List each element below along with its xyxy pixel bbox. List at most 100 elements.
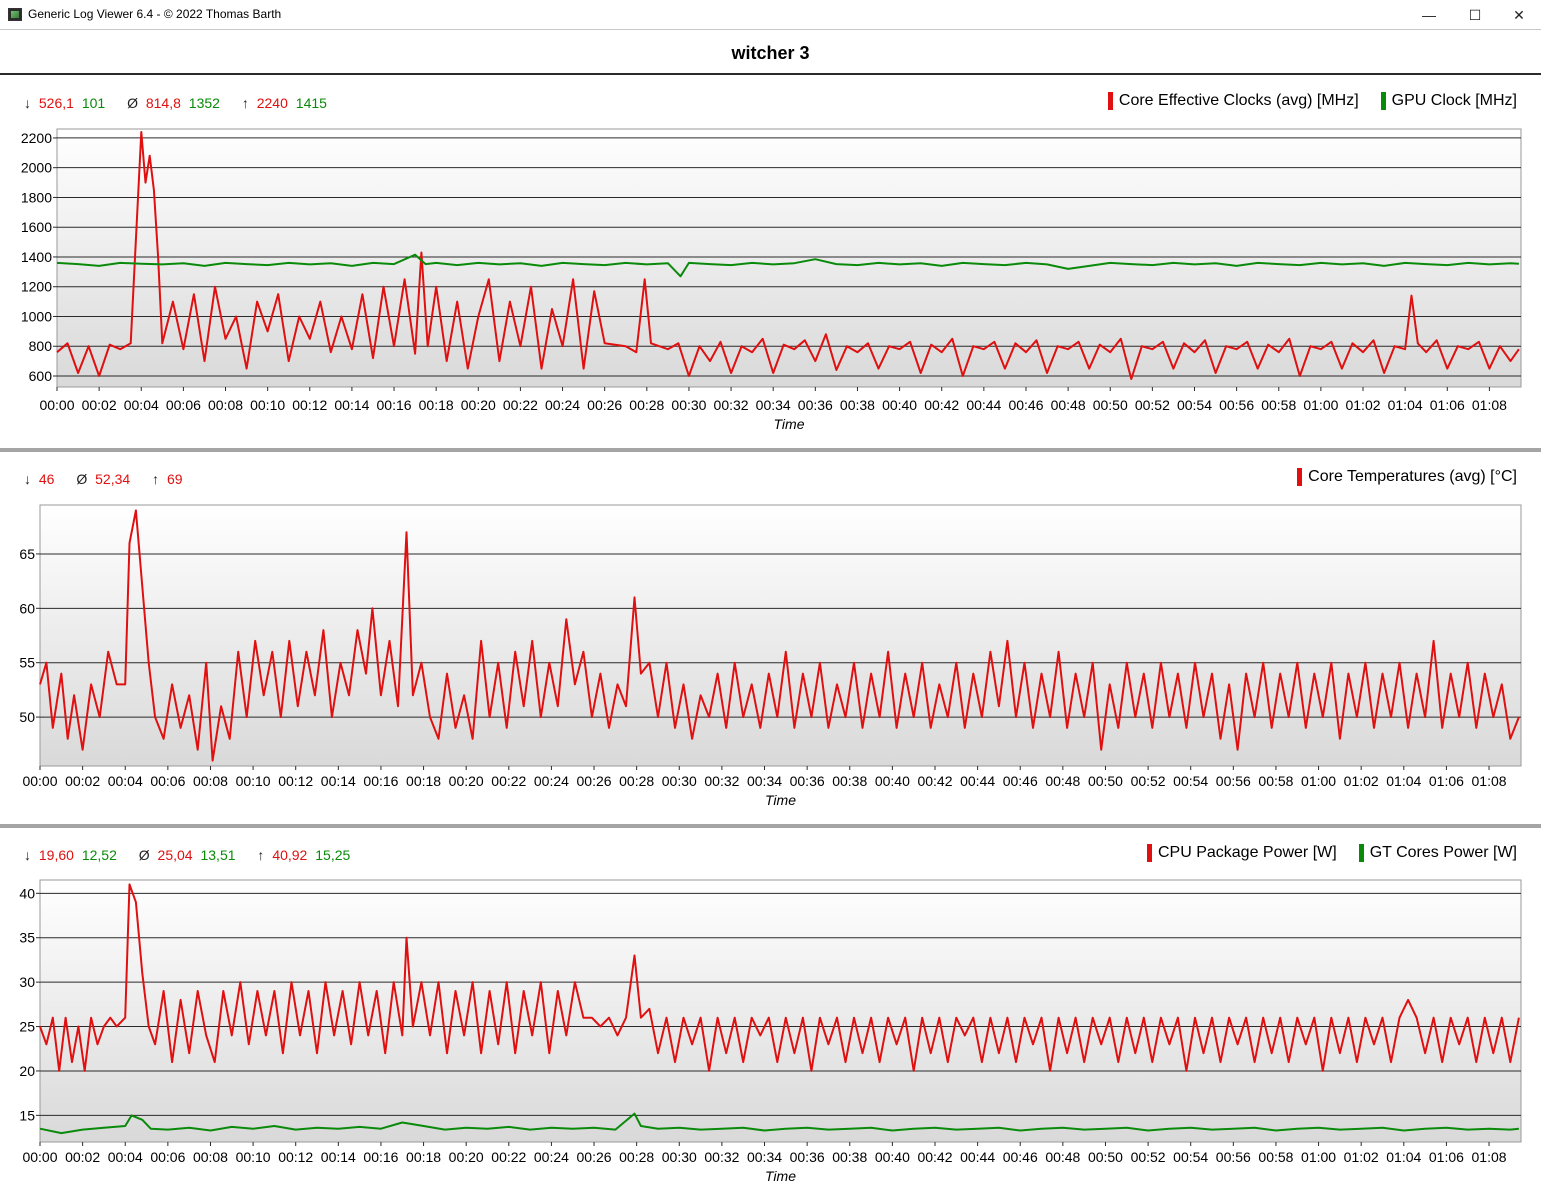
x-tick-label: 00:20 xyxy=(449,773,484,789)
close-button[interactable]: ✕ xyxy=(1513,7,1525,23)
legend-item-gpu-clock[interactable]: GPU Clock [MHz] xyxy=(1380,92,1517,110)
app-icon xyxy=(8,8,22,21)
x-tick-label: 01:02 xyxy=(1344,1149,1379,1165)
x-tick-label: 00:54 xyxy=(1173,773,1208,789)
legend-item-gt-cores-power[interactable]: GT Cores Power [W] xyxy=(1358,844,1517,862)
x-tick-label: 00:52 xyxy=(1131,773,1166,789)
x-tick-label: 01:06 xyxy=(1429,773,1464,789)
x-tick-label: 00:16 xyxy=(377,397,412,413)
x-tick-label: 00:48 xyxy=(1045,1149,1080,1165)
x-tick-label: 01:04 xyxy=(1386,1149,1421,1165)
x-tick-label: 00:18 xyxy=(419,397,454,413)
x-tick-label: 01:08 xyxy=(1472,397,1507,413)
legend-swatch xyxy=(1107,92,1113,110)
maximize-button[interactable]: ☐ xyxy=(1468,7,1482,23)
x-tick-label: 00:54 xyxy=(1177,397,1212,413)
y-tick-label: 1800 xyxy=(21,189,52,205)
x-tick-label: 00:56 xyxy=(1216,1149,1251,1165)
series-line-1 xyxy=(56,253,1519,278)
series-line-0 xyxy=(39,509,1520,762)
x-tick-label: 00:06 xyxy=(150,773,185,789)
x-tick-label: 00:06 xyxy=(150,1149,185,1165)
y-tick-label: 65 xyxy=(19,546,35,562)
stat-max-green: 15,25 xyxy=(315,847,351,863)
line-chart-clocks[interactable]: 600 800 1000 1200 1400 1600 1800 2000 2200 00:00 0… xyxy=(0,77,1541,448)
stat-min-green: 101 xyxy=(81,95,106,111)
x-tick-label: 00:44 xyxy=(960,1149,995,1165)
x-tick-label: 00:48 xyxy=(1045,773,1080,789)
legend-item-core-temperatures[interactable]: Core Temperatures (avg) [°C] xyxy=(1297,468,1517,486)
y-tick-label: 1200 xyxy=(21,279,52,295)
legend: Core Effective Clocks (avg) [MHz] GPU Cl… xyxy=(1107,92,1517,110)
x-tick-label: 00:52 xyxy=(1131,1149,1166,1165)
stat-min-red: 19,60 xyxy=(38,847,74,863)
x-tick-label: 00:08 xyxy=(193,1149,228,1165)
line-chart-power[interactable]: 15 20 25 30 35 40 00:00 00:02 00:04 00:06 00:08 00:… xyxy=(0,828,1541,1200)
line-chart-temperature[interactable]: 50 55 60 65 00:00 00:02 00:04 00:06 00:08 00:10 00… xyxy=(0,452,1541,824)
min-symbol: ↓ xyxy=(24,95,31,111)
x-tick-label: 00:22 xyxy=(491,773,526,789)
stat-max-red: 2240 xyxy=(256,95,288,111)
legend-swatch xyxy=(1380,92,1386,110)
x-tick-label: 00:18 xyxy=(406,773,441,789)
y-tick-label: 50 xyxy=(19,709,35,725)
x-tick-label: 00:24 xyxy=(545,397,580,413)
x-tick-label: 00:16 xyxy=(363,1149,398,1165)
x-tick-label: 01:06 xyxy=(1429,1149,1464,1165)
x-tick-label: 00:22 xyxy=(491,1149,526,1165)
x-tick-label: 00:58 xyxy=(1258,1149,1293,1165)
x-tick-label: 00:10 xyxy=(236,773,271,789)
stat-avg-green: 1352 xyxy=(188,95,220,111)
y-tick-label: 800 xyxy=(29,338,53,354)
x-tick-label: 00:38 xyxy=(832,773,867,789)
x-tick-label: 00:34 xyxy=(747,773,782,789)
legend-item-core-clocks[interactable]: Core Effective Clocks (avg) [MHz] xyxy=(1107,92,1359,110)
chart-panel-power: ↓ 19,60 12,52 Ø 25,04 13,51 ↑ 40,92 15,2… xyxy=(0,828,1541,1200)
x-tick-label: 00:32 xyxy=(714,397,749,413)
x-tick-label: 00:14 xyxy=(321,773,356,789)
x-tick-label: 00:12 xyxy=(278,773,313,789)
x-tick-label: 00:54 xyxy=(1173,1149,1208,1165)
x-tick-label: 00:18 xyxy=(406,1149,441,1165)
x-tick-label: 00:12 xyxy=(292,397,327,413)
x-tick-label: 00:30 xyxy=(671,397,706,413)
x-tick-label: 00:30 xyxy=(662,1149,697,1165)
x-tick-label: 00:16 xyxy=(363,773,398,789)
x-tick-label: 00:02 xyxy=(65,1149,100,1165)
x-tick-label: 00:34 xyxy=(756,397,791,413)
stat-min-red: 46 xyxy=(38,471,55,487)
minimize-button[interactable]: — xyxy=(1422,7,1436,23)
x-tick-label: 00:46 xyxy=(1003,1149,1038,1165)
legend-swatch xyxy=(1146,844,1152,862)
x-tick-label: 00:28 xyxy=(619,773,654,789)
stat-max-red: 69 xyxy=(166,471,183,487)
x-tick-label: 00:44 xyxy=(966,397,1001,413)
legend-item-cpu-package-power[interactable]: CPU Package Power [W] xyxy=(1146,844,1337,862)
x-axis-title: Time xyxy=(765,792,796,808)
x-tick-label: 01:06 xyxy=(1430,397,1465,413)
panel-divider[interactable] xyxy=(0,824,1541,828)
x-tick-label: 00:02 xyxy=(65,773,100,789)
x-tick-label: 01:04 xyxy=(1388,397,1423,413)
x-tick-label: 00:58 xyxy=(1258,773,1293,789)
plot-area xyxy=(56,128,1522,388)
x-tick-label: 00:40 xyxy=(875,773,910,789)
y-tick-label: 25 xyxy=(19,1019,35,1035)
chart-panel-temperature: ↓ 46 Ø 52,34 ↑ 69 Core Temperatures (avg… xyxy=(0,452,1541,824)
y-tick-label: 1000 xyxy=(21,308,52,324)
stat-avg-red: 25,04 xyxy=(157,847,193,863)
x-tick-label: 00:46 xyxy=(1003,773,1038,789)
x-tick-label: 00:48 xyxy=(1051,397,1086,413)
x-tick-label: 00:24 xyxy=(534,1149,569,1165)
x-tick-label: 00:36 xyxy=(790,1149,825,1165)
stat-max-green: 1415 xyxy=(295,95,327,111)
legend-label: Core Effective Clocks (avg) [MHz] xyxy=(1118,92,1359,109)
plot-area xyxy=(39,879,1522,1143)
x-axis-title: Time xyxy=(765,1168,796,1184)
chart-panel-clocks: ↓ 526,1 101 Ø 814,8 1352 ↑ 2240 1415 Cor… xyxy=(0,77,1541,448)
panel-divider[interactable] xyxy=(0,448,1541,452)
x-tick-label: 00:30 xyxy=(662,773,697,789)
x-tick-label: 00:32 xyxy=(704,773,739,789)
y-tick-label: 30 xyxy=(19,974,35,990)
x-tick-label: 00:46 xyxy=(1008,397,1043,413)
